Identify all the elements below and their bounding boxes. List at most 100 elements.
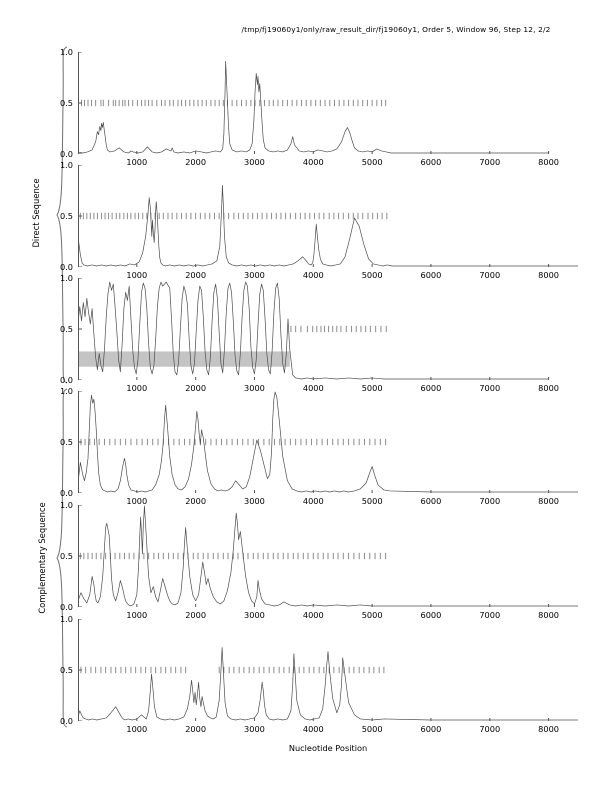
- x-tick-label: 8000: [538, 724, 559, 734]
- group-label-direct-text: Direct Sequence: [31, 178, 41, 248]
- x-tick-label: 7000: [479, 724, 501, 734]
- x-axis-title: Nucleotide Position: [78, 743, 578, 753]
- group-label-direct-sequence: Direct Sequence: [31, 153, 41, 273]
- y-tick-label: 1.0: [59, 500, 73, 510]
- y-tick-label: 1.0: [59, 47, 73, 57]
- x-tick-label: 6000: [420, 270, 442, 280]
- y-tick-label: 1.0: [59, 160, 73, 170]
- x-tick-label: 7000: [479, 270, 501, 280]
- axis-spines: [78, 278, 578, 380]
- y-tick-label: 0.5: [59, 665, 73, 675]
- x-tick-label: 4000: [302, 610, 324, 620]
- axis-spines: [78, 505, 578, 607]
- x-tick-label: 5000: [361, 496, 383, 506]
- plot-area-6: [78, 619, 578, 721]
- plot-area-2: [78, 165, 578, 267]
- series-line: [78, 505, 578, 607]
- y-tick-label: 0.0: [59, 262, 73, 272]
- x-tick-label: 8000: [538, 610, 559, 620]
- series-line: [78, 391, 578, 493]
- x-tick-label: 8000: [538, 157, 559, 167]
- y-tick-label: 1.0: [59, 386, 73, 396]
- plot-area-5: [78, 505, 578, 607]
- x-tick-label: 8000: [538, 496, 559, 506]
- x-tick-label: 3000: [244, 270, 265, 280]
- brace-complementary-sequence: [56, 388, 69, 728]
- plot-panel-5: 0.0 0.5 1.0 1000 2000 3000 4000 5000 6000 7000 800…: [60, 500, 578, 620]
- plot-panel-3: 0.0 0.5 1.0 1000 2000 3000 4000 5000 6000 7000 800…: [60, 273, 578, 393]
- y-tick-label: 0.0: [59, 375, 73, 385]
- y-tick-label: 0.5: [59, 324, 73, 334]
- brace-complementary-icon: [56, 388, 68, 728]
- x-tick-label: 6000: [420, 157, 442, 167]
- x-tick-label: 6000: [420, 724, 442, 734]
- plot-panel-1: 0.0 0.5 1.0 1000 2000 3000 4000 5000 6000 7000 800…: [60, 47, 578, 167]
- brace-direct-icon: [56, 46, 68, 384]
- x-tick-label: 1000: [126, 383, 148, 393]
- x-tick-label: 3000: [244, 157, 265, 167]
- y-tick-label: 1.0: [59, 273, 73, 283]
- x-tick-label: 8000: [538, 270, 559, 280]
- x-tick-label: 2000: [185, 270, 207, 280]
- y-tick-label: 0.0: [59, 149, 73, 159]
- x-tick-label: 2000: [185, 383, 207, 393]
- feature-marker-row: [81, 99, 387, 107]
- y-tick-label: 0.0: [59, 488, 73, 498]
- x-tick-label: 1000: [126, 724, 148, 734]
- x-axis-title-text: Nucleotide Position: [288, 743, 368, 753]
- y-tick-label: 0.0: [59, 602, 73, 612]
- x-tick-label: 3000: [244, 383, 265, 393]
- feature-marker-row: [79, 212, 388, 220]
- y-tick-label: 0.0: [59, 716, 73, 726]
- x-tick-label: 2000: [185, 724, 207, 734]
- x-tick-label: 7000: [479, 157, 501, 167]
- x-tick-label: 6000: [420, 496, 442, 506]
- figure-title-text: /tmp/fj19060y1/only/raw_result_dir/fj190…: [241, 25, 551, 34]
- group-label-complementary-text: Complementary Sequence: [37, 502, 47, 614]
- series-line: [78, 185, 578, 267]
- x-tick-label: 3000: [244, 496, 265, 506]
- x-tick-label: 2000: [185, 496, 207, 506]
- x-tick-label: 1000: [126, 610, 148, 620]
- x-tick-label: 5000: [361, 724, 383, 734]
- x-tick-label: 5000: [361, 270, 383, 280]
- axis-spines: [78, 619, 578, 721]
- axis-spines: [78, 391, 578, 493]
- x-tick-label: 4000: [302, 383, 324, 393]
- series-line: [78, 647, 578, 721]
- x-tick-label: 3000: [244, 724, 265, 734]
- x-tick-label: 8000: [538, 383, 559, 393]
- x-tick-label: 4000: [302, 724, 324, 734]
- plot-area-1: [78, 52, 578, 154]
- y-tick-label: 0.5: [59, 437, 73, 447]
- group-label-complementary-sequence: Complementary Sequence: [37, 478, 47, 638]
- x-tick-label: 4000: [302, 496, 324, 506]
- plot-area-4: [78, 391, 578, 493]
- highlight-band: [78, 351, 290, 367]
- x-tick-label: 2000: [185, 157, 207, 167]
- y-tick-label: 0.5: [59, 551, 73, 561]
- plot-panel-4: 0.0 0.5 1.0 1000 2000 3000 4000 5000 6000 7000 800…: [60, 386, 578, 506]
- x-tick-label: 1000: [126, 496, 148, 506]
- axis-spines: [78, 165, 578, 267]
- axis-spines: [78, 52, 578, 154]
- plot-panel-6: 0.0 0.5 1.0 1000 2000 3000 4000 5000 6000 7000 800…: [60, 614, 578, 734]
- x-tick-label: 3000: [244, 610, 265, 620]
- plot-panel-2: 0.0 0.5 1.0 1000 2000 3000 4000 5000 6000 7000 800…: [60, 160, 578, 280]
- y-tick-label: 1.0: [59, 614, 73, 624]
- feature-marker-row: [80, 438, 387, 446]
- x-tick-label: 2000: [185, 610, 207, 620]
- x-tick-label: 5000: [361, 383, 383, 393]
- feature-marker-row: [80, 666, 385, 674]
- x-tick-label: 5000: [361, 610, 383, 620]
- x-tick-label: 4000: [302, 157, 324, 167]
- y-tick-label: 0.5: [59, 98, 73, 108]
- x-tick-label: 7000: [479, 383, 501, 393]
- x-tick-label: 4000: [302, 270, 324, 280]
- brace-direct-sequence: [56, 46, 69, 384]
- x-tick-label: 7000: [479, 496, 501, 506]
- feature-marker-row: [290, 325, 387, 333]
- figure-title: /tmp/fj19060y1/only/raw_result_dir/fj190…: [0, 25, 612, 34]
- x-tick-label: 6000: [420, 383, 442, 393]
